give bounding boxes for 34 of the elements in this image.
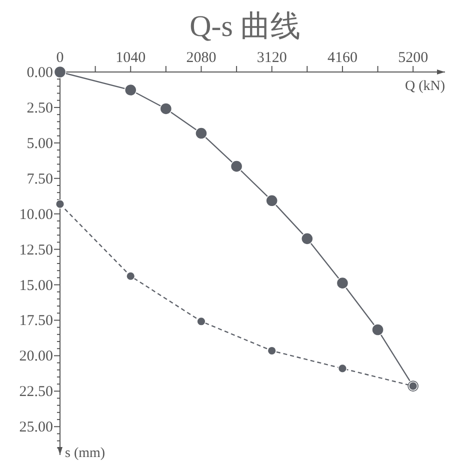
point [336,276,349,290]
y-tick-label: 15.00 [19,278,53,294]
point [266,194,278,207]
x-tick-label: 5200 [398,50,428,66]
title: Q-s 曲线 [190,10,300,43]
x-tick-label: 2080 [186,50,216,66]
x-tick-label: 3120 [256,50,287,66]
xlabel: Q (kN) [404,79,445,94]
point [160,102,172,115]
point [195,127,208,140]
y-tick-label: 12.50 [19,242,53,258]
y-tick-label: 0.00 [26,65,53,81]
point [230,160,243,173]
point [196,316,206,326]
y-tick-label: 7.50 [26,171,53,188]
y-tick-label: 2.50 [26,100,53,116]
point [124,84,137,96]
x-tick-label: 4160 [327,50,358,66]
y-tick-label: 25.00 [19,420,53,436]
point [372,324,384,336]
point [338,364,348,374]
y-tick-label: 10.00 [19,206,53,223]
y-tick-label: 22.50 [19,384,53,400]
point [54,66,66,78]
point [55,199,65,209]
y-tick-label: 17.50 [19,313,53,330]
x-tick-label: 1040 [116,50,146,66]
y-tick-label: 20.00 [19,348,53,365]
point [300,232,314,245]
point [126,272,136,281]
point [267,346,276,356]
x-tick-label: 0 [56,50,64,66]
y-tick-label: 5.00 [26,136,53,152]
ylabel: s (mm) [65,446,106,461]
